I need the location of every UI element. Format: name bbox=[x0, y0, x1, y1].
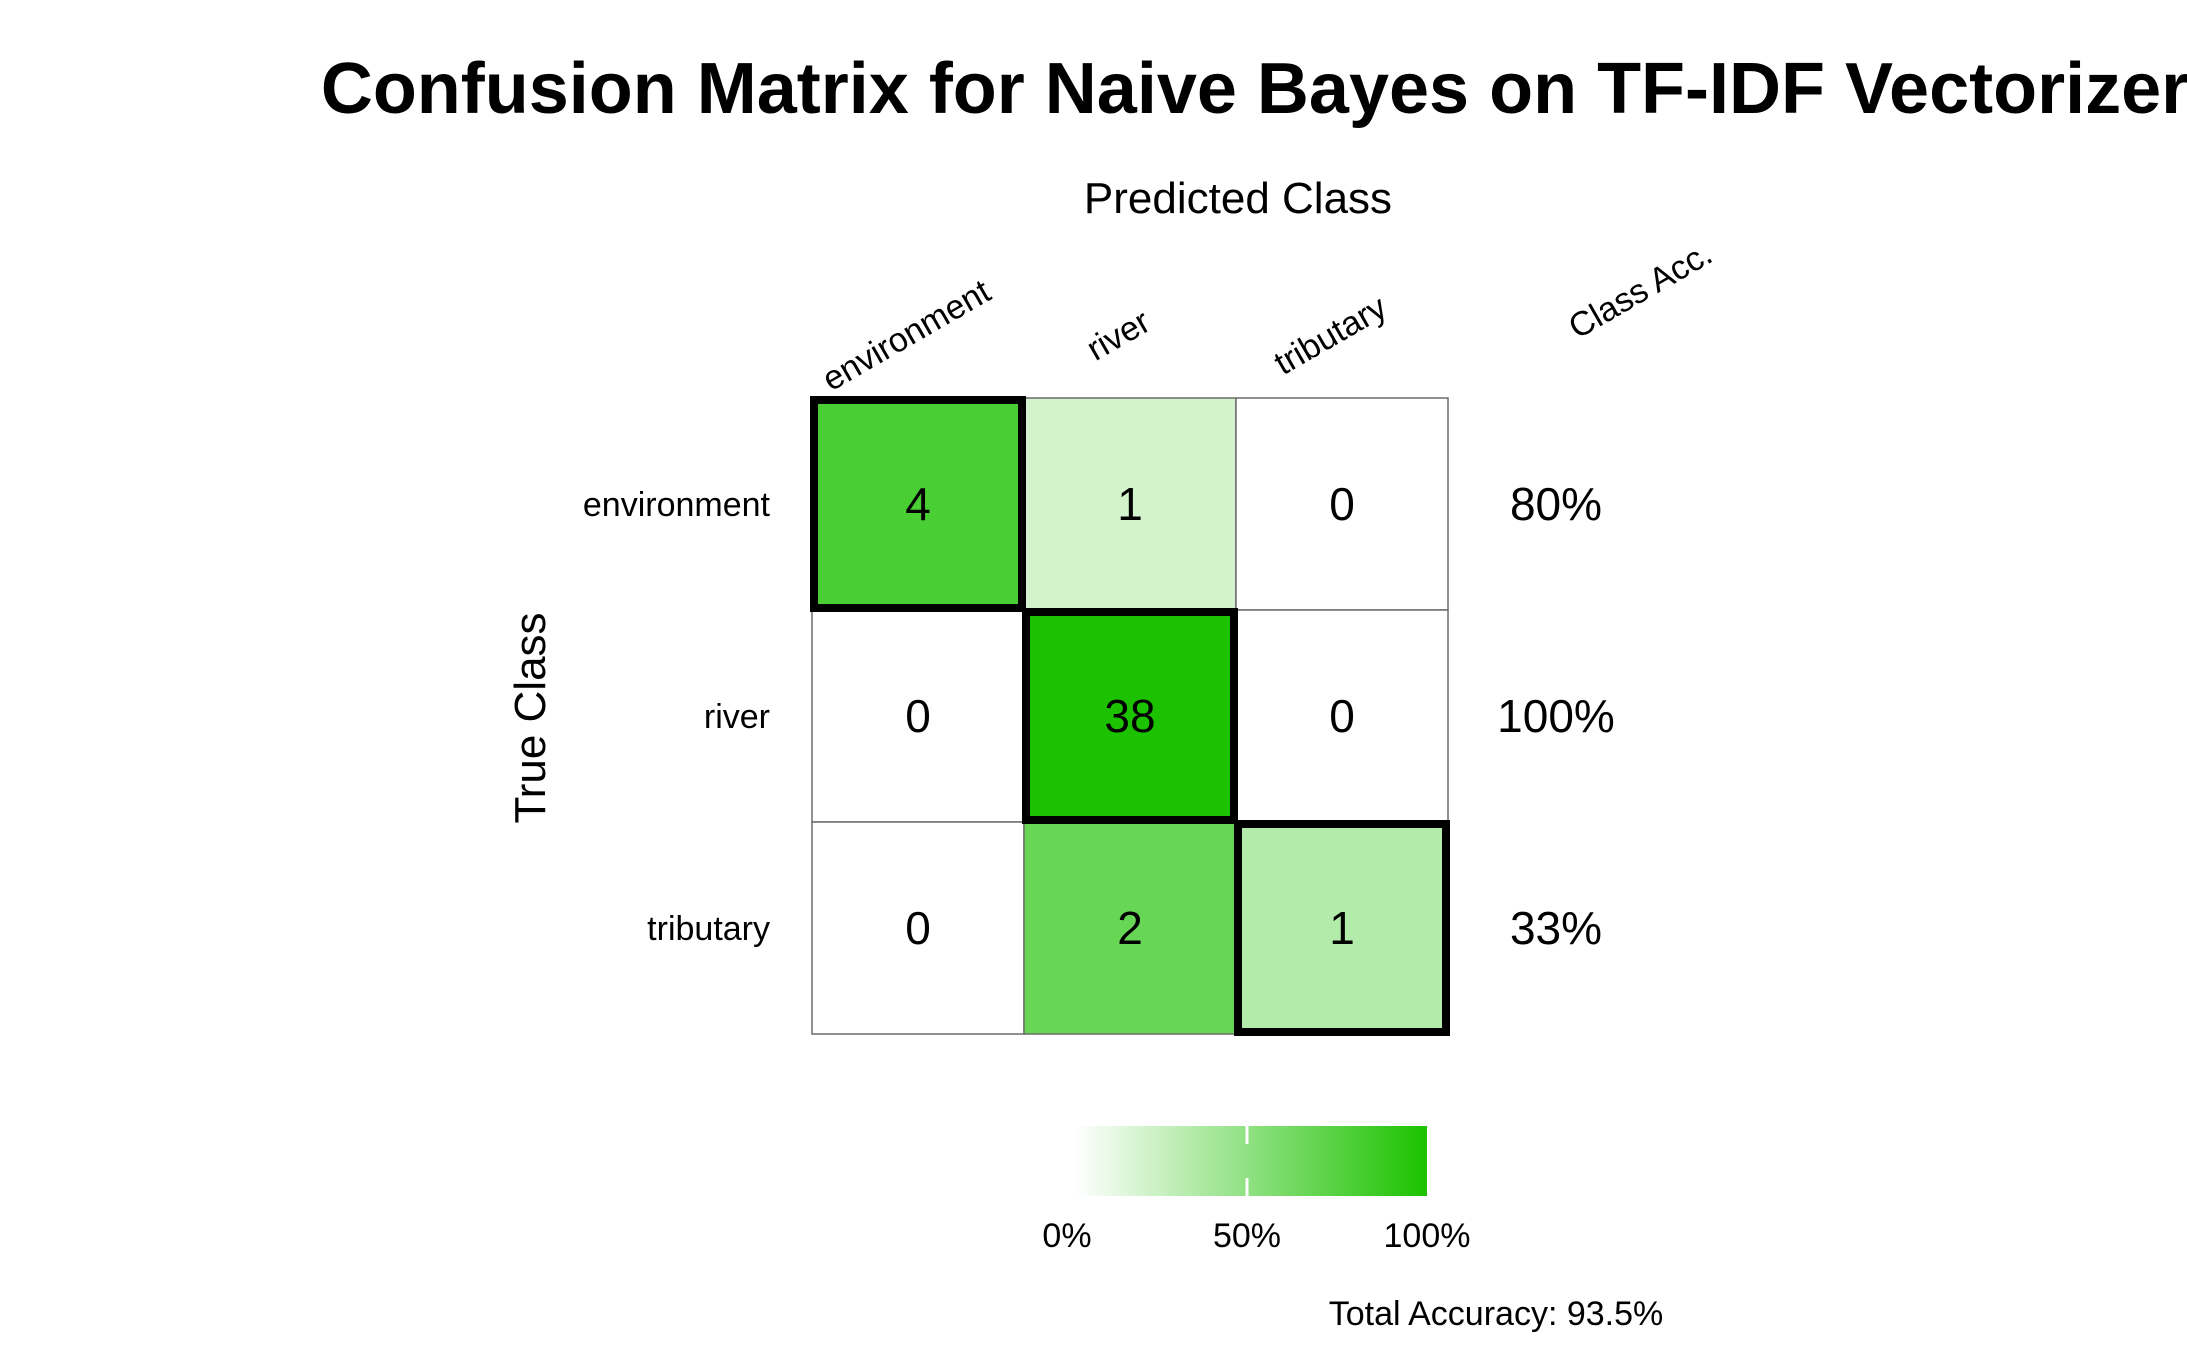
color-legend: 0% 50% 100% bbox=[1042, 1126, 1470, 1255]
legend-colorbar bbox=[1076, 1126, 1427, 1196]
column-tick-labels: environment river tributary Class Acc. bbox=[816, 234, 1719, 398]
diagonal-cell-border bbox=[1022, 608, 1238, 824]
matrix-cell bbox=[1023, 397, 1237, 611]
matrix-cell bbox=[1023, 609, 1237, 823]
cell-count-label: 0 bbox=[1329, 690, 1355, 742]
class-accuracy-value: 80% bbox=[1510, 478, 1602, 530]
cell-count-label: 0 bbox=[905, 690, 931, 742]
row-tick-label: river bbox=[704, 698, 770, 736]
x-axis-title: Predicted Class bbox=[1084, 174, 1392, 223]
cell-count-label: 2 bbox=[1117, 902, 1143, 954]
legend-tick-label: 100% bbox=[1384, 1217, 1471, 1255]
legend-tick-label: 0% bbox=[1042, 1217, 1091, 1255]
matrix-cell bbox=[1023, 821, 1237, 1035]
cell-count-label: 1 bbox=[1117, 478, 1143, 530]
diagonal-cell-border bbox=[810, 396, 1026, 612]
column-tick-label: river bbox=[1080, 302, 1156, 368]
total-accuracy: Total Accuracy: 93.5% bbox=[1329, 1295, 1664, 1333]
matrix-cell bbox=[1235, 397, 1449, 611]
column-tick-label: environment bbox=[816, 272, 998, 399]
chart-title: Confusion Matrix for Naive Bayes on TF-I… bbox=[321, 49, 2187, 129]
cell-count-label: 0 bbox=[905, 902, 931, 954]
class-accuracy-value: 33% bbox=[1510, 902, 1602, 954]
diagonal-highlights bbox=[810, 396, 1450, 1036]
matrix-cell bbox=[1235, 609, 1449, 823]
cell-count-label: 4 bbox=[905, 478, 931, 530]
cell-count-label: 38 bbox=[1104, 690, 1155, 742]
matrix-cell bbox=[811, 821, 1025, 1035]
column-tick-label: tributary bbox=[1268, 288, 1393, 382]
class-accuracy-value: 100% bbox=[1497, 690, 1615, 742]
row-tick-labels: environment river tributary bbox=[583, 486, 771, 948]
y-axis-title: True Class bbox=[506, 612, 555, 823]
legend-tick-label: 50% bbox=[1213, 1217, 1281, 1255]
row-tick-label: tributary bbox=[647, 910, 770, 948]
class-accuracy-column: 80% 100% 33% bbox=[1497, 478, 1615, 954]
cell-count-label: 0 bbox=[1329, 478, 1355, 530]
class-acc-header: Class Acc. bbox=[1562, 234, 1718, 346]
diagonal-cell-border bbox=[1234, 820, 1450, 1036]
matrix-cell bbox=[811, 397, 1025, 611]
matrix-cell bbox=[811, 609, 1025, 823]
row-tick-label: environment bbox=[583, 486, 771, 524]
matrix-cells: 4 1 0 0 38 0 0 2 1 bbox=[811, 397, 1449, 1035]
cell-count-label: 1 bbox=[1329, 902, 1355, 954]
